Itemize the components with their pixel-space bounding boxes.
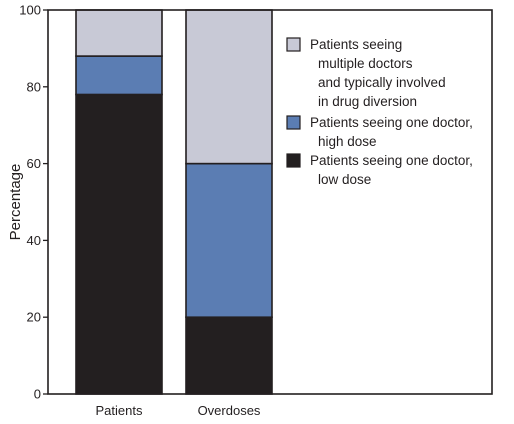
x-tick-label-overdoses: Overdoses bbox=[198, 403, 261, 418]
legend-label-0-2: and typically involved bbox=[318, 75, 446, 90]
y-tick-label-60: 60 bbox=[27, 156, 41, 171]
legend-swatch-1 bbox=[286, 115, 301, 130]
y-tick-label-100: 100 bbox=[19, 3, 41, 18]
bar-segment-overdoses-2 bbox=[185, 9, 273, 165]
plot-frame bbox=[47, 9, 493, 395]
legend-label-0-0: Patients seeing bbox=[310, 37, 402, 52]
bar-segment-patients-1 bbox=[75, 55, 163, 96]
y-tick-label-40: 40 bbox=[27, 233, 41, 248]
bar-segment-patients-2 bbox=[75, 9, 163, 57]
legend-label-0-1: multiple doctors bbox=[318, 56, 413, 71]
bar-segment-overdoses-0 bbox=[185, 316, 273, 395]
legend-label-0-3: in drug diversion bbox=[318, 94, 417, 109]
y-tick-label-80: 80 bbox=[27, 79, 41, 94]
legend: Patients seeing multiple doctors and typic… bbox=[286, 37, 473, 187]
y-tick-label-0: 0 bbox=[34, 387, 41, 402]
legend-label-2-1: low dose bbox=[318, 172, 371, 187]
legend-label-1-1: high dose bbox=[318, 134, 377, 149]
y-axis-title: Percentage bbox=[7, 164, 24, 241]
bars-group bbox=[75, 9, 273, 395]
legend-label-1-0: Patients seeing one doctor, bbox=[310, 115, 473, 130]
legend-label-2-0: Patients seeing one doctor, bbox=[310, 153, 473, 168]
bar-segment-overdoses-1 bbox=[185, 162, 273, 319]
legend-swatch-2 bbox=[286, 153, 301, 168]
bar-segment-patients-0 bbox=[75, 93, 163, 395]
x-tick-label-patients: Patients bbox=[96, 403, 143, 418]
legend-swatch-0 bbox=[286, 37, 301, 52]
y-tick-label-20: 20 bbox=[27, 310, 41, 325]
axes-group: 0 20 40 60 80 100 Patients Overdoses Percentage bbox=[7, 3, 493, 418]
